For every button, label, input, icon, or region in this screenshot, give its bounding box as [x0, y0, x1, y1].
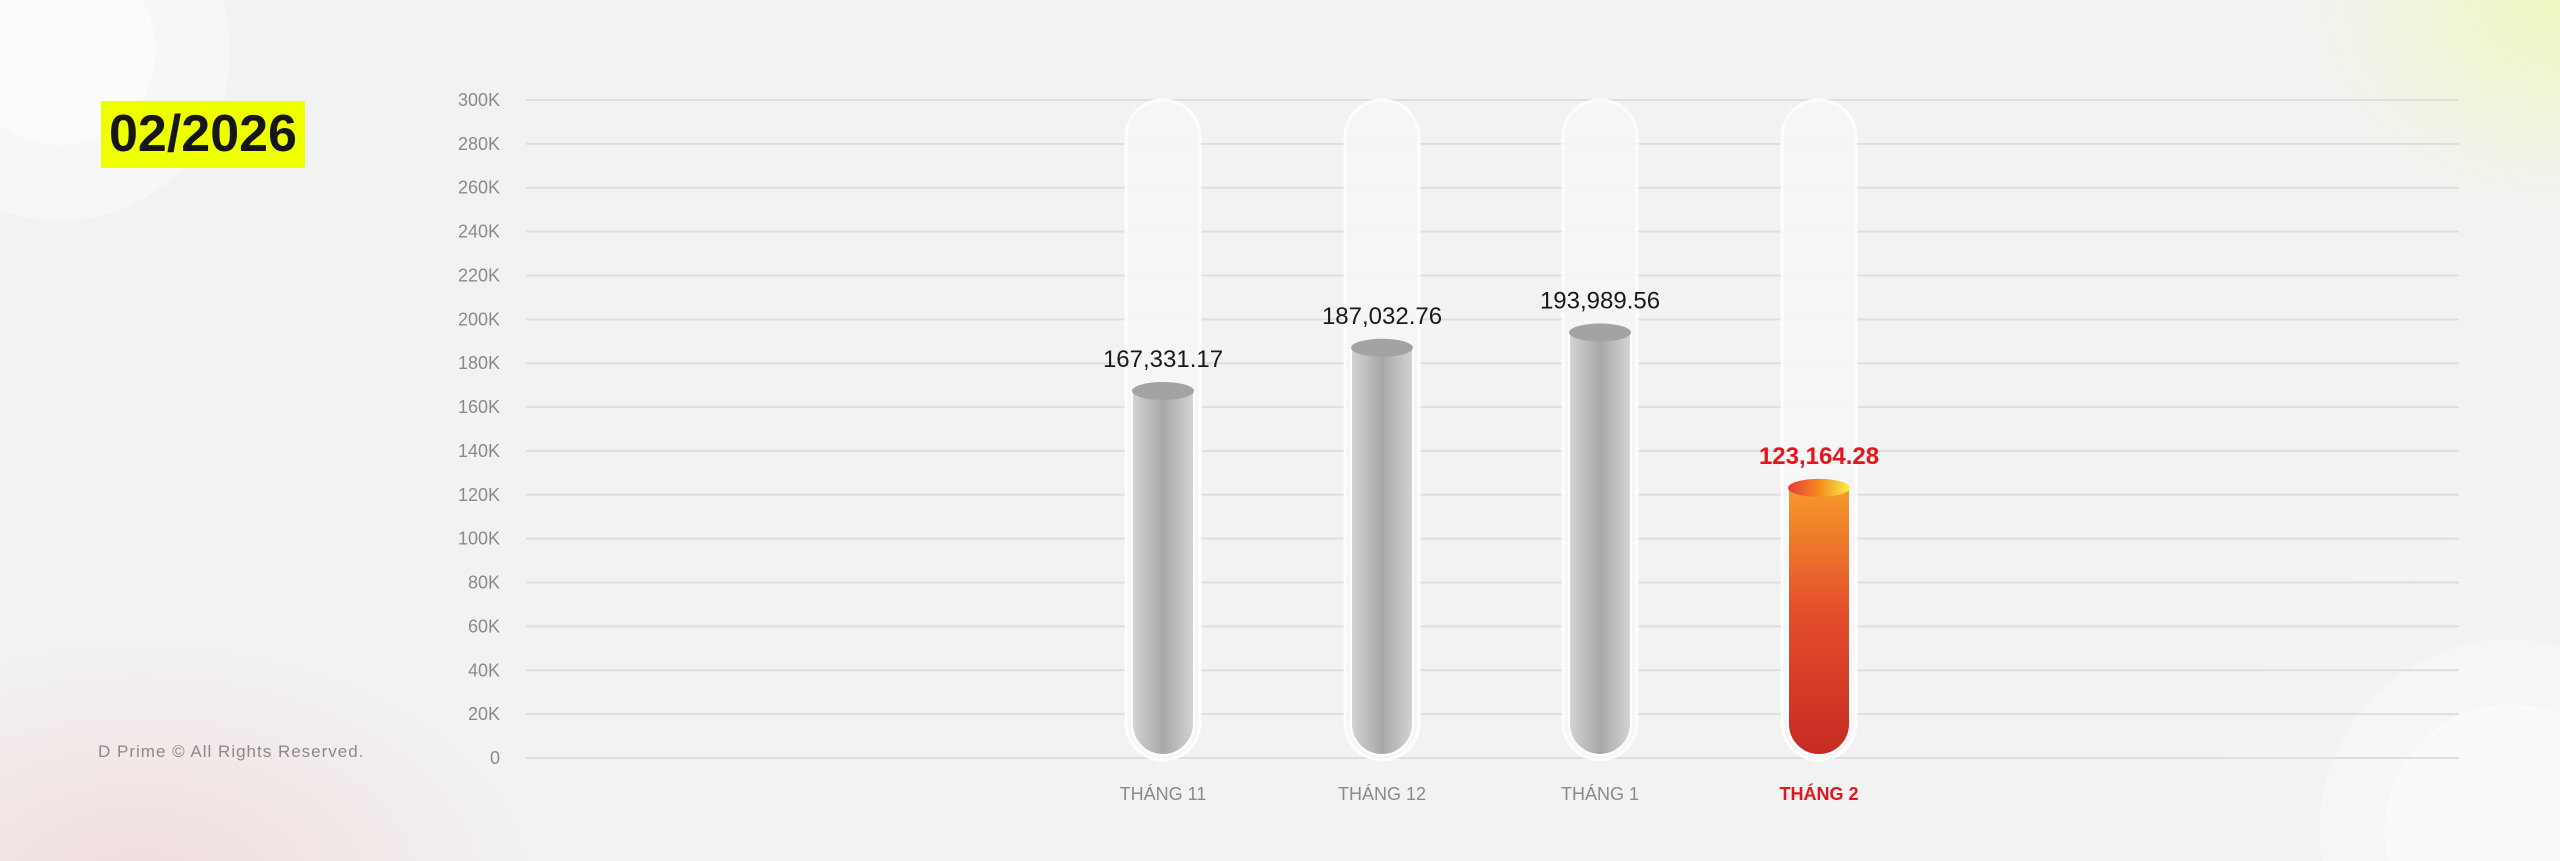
y-tick-label: 300K [458, 90, 500, 110]
page-title: 02/2026 [101, 101, 305, 168]
y-tick-label: 40K [468, 660, 500, 680]
y-tick-label: 240K [458, 222, 500, 242]
bar-top [1569, 323, 1631, 342]
bar [1350, 346, 1414, 756]
y-tick-label: 0 [490, 748, 500, 768]
y-tick-label: 160K [458, 397, 500, 417]
bar [1787, 486, 1851, 756]
x-tick-label: THÁNG 11 [1120, 784, 1207, 804]
x-tick-label: THÁNG 1 [1561, 784, 1639, 804]
x-tick-label: THÁNG 12 [1338, 784, 1426, 804]
y-tick-label: 220K [458, 265, 500, 285]
y-tick-label: 100K [458, 529, 500, 549]
y-tick-label: 200K [458, 309, 500, 329]
y-tick-label: 180K [458, 353, 500, 373]
bar [1131, 389, 1195, 756]
bar-top [1132, 381, 1194, 400]
bar-top [1788, 478, 1850, 497]
data-label: 187,032.76 [1322, 303, 1442, 330]
y-tick-label: 280K [458, 134, 500, 154]
bar [1568, 331, 1632, 756]
data-label: 123,164.28 [1759, 443, 1879, 470]
y-tick-label: 20K [468, 704, 500, 724]
y-tick-label: 80K [468, 573, 500, 593]
x-tick-label: THÁNG 2 [1779, 783, 1858, 804]
copyright-footer: D Prime © All Rights Reserved. [98, 742, 365, 761]
y-tick-label: 120K [458, 485, 500, 505]
y-tick-label: 260K [458, 178, 500, 198]
y-tick-label: 60K [468, 616, 500, 636]
bar-top [1351, 338, 1413, 357]
data-label: 193,989.56 [1540, 288, 1660, 315]
y-tick-label: 140K [458, 441, 500, 461]
data-label: 167,331.17 [1103, 346, 1223, 373]
